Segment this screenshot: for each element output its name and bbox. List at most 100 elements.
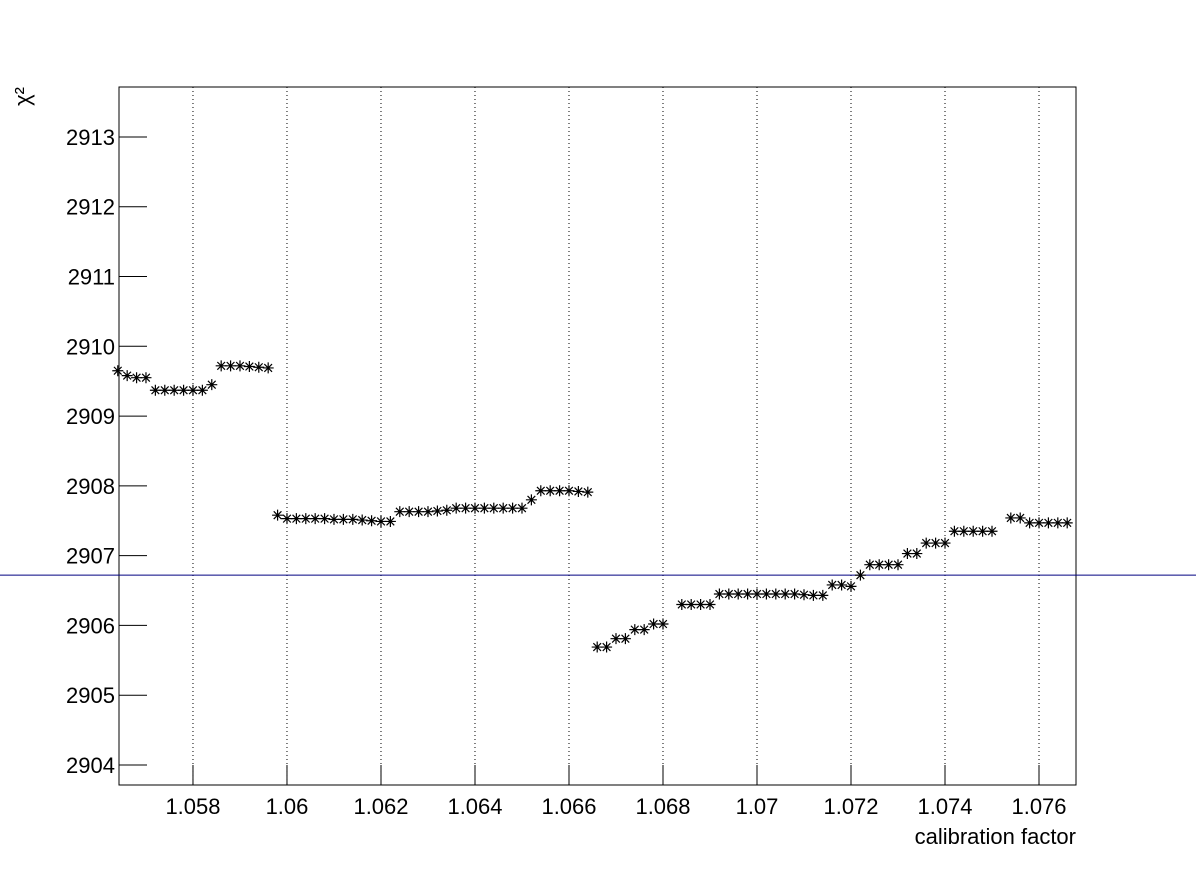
plot-frame xyxy=(118,86,1077,786)
point xyxy=(619,633,631,645)
point xyxy=(958,525,970,537)
point xyxy=(535,485,547,497)
point xyxy=(1033,517,1045,529)
point xyxy=(403,506,415,518)
x-tick-label: 1.066 xyxy=(541,794,596,819)
point xyxy=(187,384,199,396)
point xyxy=(760,588,772,600)
point xyxy=(864,559,876,571)
point xyxy=(1014,512,1026,524)
point xyxy=(695,598,707,610)
point xyxy=(638,624,650,636)
point xyxy=(488,502,500,514)
point xyxy=(1052,517,1064,529)
point xyxy=(309,513,321,525)
point xyxy=(1042,517,1054,529)
point xyxy=(525,494,537,506)
point xyxy=(977,525,989,537)
point xyxy=(272,509,284,521)
point xyxy=(356,514,368,526)
y-tick-label: 2911 xyxy=(68,265,115,290)
x-tick-label: 1.068 xyxy=(635,794,690,819)
x-tick-label: 1.06 xyxy=(266,794,309,819)
point xyxy=(450,502,462,514)
point xyxy=(798,589,810,601)
x-tick-label: 1.076 xyxy=(1011,794,1066,819)
point xyxy=(591,641,603,653)
point xyxy=(939,537,951,549)
point xyxy=(930,537,942,549)
y-tick-label: 2905 xyxy=(66,683,115,708)
point xyxy=(516,502,528,514)
point xyxy=(234,360,246,372)
point xyxy=(789,588,801,600)
point xyxy=(159,384,171,396)
point xyxy=(215,360,227,372)
point xyxy=(883,559,895,571)
point xyxy=(290,513,302,525)
point xyxy=(845,580,857,592)
point xyxy=(497,502,509,514)
point xyxy=(507,502,519,514)
point xyxy=(648,618,660,630)
point xyxy=(1024,517,1036,529)
y-tick-label: 2912 xyxy=(66,195,115,220)
point xyxy=(807,589,819,601)
point xyxy=(422,506,434,518)
y-tick-label: 2909 xyxy=(66,404,115,429)
x-tick-label: 1.07 xyxy=(736,794,779,819)
x-tick-label: 1.064 xyxy=(447,794,502,819)
point xyxy=(300,513,312,525)
point xyxy=(319,513,331,525)
point xyxy=(140,372,152,384)
point xyxy=(178,384,190,396)
point xyxy=(262,362,274,374)
point xyxy=(225,360,237,372)
point xyxy=(281,513,293,525)
point xyxy=(206,379,218,391)
point xyxy=(920,537,932,549)
point xyxy=(121,370,133,382)
point xyxy=(901,548,913,560)
point xyxy=(986,525,998,537)
y-tick-label: 2908 xyxy=(66,474,115,499)
point xyxy=(751,588,763,600)
point xyxy=(732,588,744,600)
point xyxy=(394,506,406,518)
x-tick-label: 1.062 xyxy=(353,794,408,819)
point xyxy=(601,641,613,653)
point xyxy=(676,598,688,610)
point xyxy=(253,361,265,373)
point xyxy=(563,485,575,497)
point xyxy=(460,502,472,514)
point xyxy=(779,588,791,600)
point xyxy=(478,502,490,514)
point xyxy=(572,485,584,497)
y-tick-label: 2910 xyxy=(66,334,115,359)
point xyxy=(836,579,848,591)
y-tick-label: 2904 xyxy=(66,753,115,778)
point xyxy=(544,485,556,497)
point xyxy=(431,505,443,517)
point xyxy=(469,502,481,514)
point xyxy=(854,569,866,581)
point xyxy=(892,559,904,571)
point xyxy=(948,525,960,537)
point xyxy=(911,548,923,560)
y-tick-label: 2906 xyxy=(66,613,115,638)
point xyxy=(112,365,124,377)
point xyxy=(384,515,396,527)
point xyxy=(413,506,425,518)
point xyxy=(742,588,754,600)
point xyxy=(131,372,143,384)
point xyxy=(441,504,453,516)
point xyxy=(1061,517,1073,529)
point xyxy=(610,633,622,645)
point xyxy=(196,384,208,396)
point xyxy=(967,525,979,537)
y-tick-label: 2913 xyxy=(66,125,115,150)
point xyxy=(337,513,349,525)
point xyxy=(657,618,669,630)
